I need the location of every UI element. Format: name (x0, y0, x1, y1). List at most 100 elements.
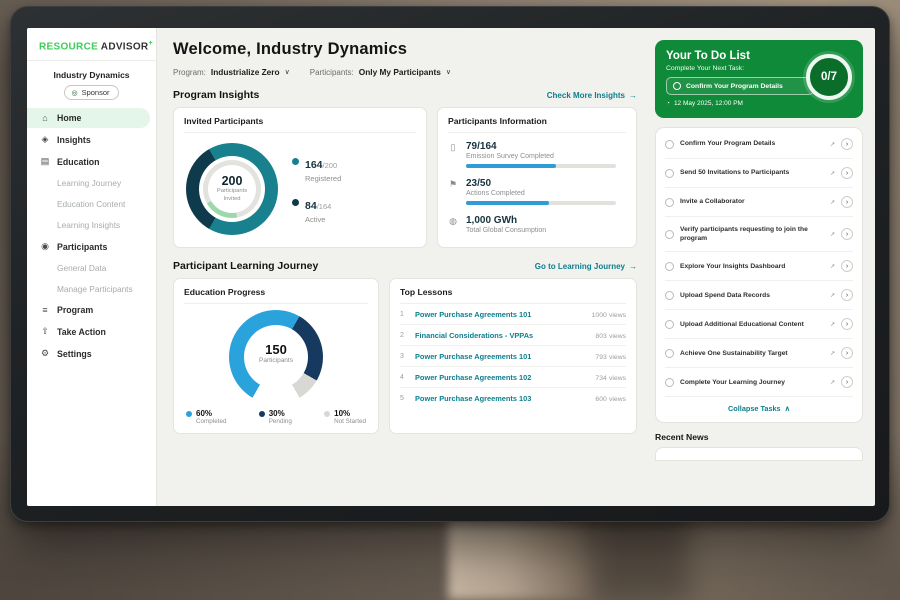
actions-icon: ⚑ (448, 179, 458, 189)
external-link-icon: ↗ (829, 321, 835, 328)
checkbox-icon[interactable] (665, 290, 674, 300)
stat-value: 79/164 (466, 141, 497, 152)
checkbox-icon[interactable] (665, 168, 674, 178)
stat-label: Actions Completed (466, 190, 525, 197)
sidebar-item-take-action[interactable]: ⇧ Take Action (27, 321, 150, 342)
program-insights-header: Program Insights Check More Insights → (173, 89, 637, 101)
task-row[interactable]: Complete Your Learning Journey ↗ › (665, 368, 853, 398)
sidebar-item-home[interactable]: ⌂ Home (27, 108, 150, 129)
chevron-right-icon[interactable]: › (841, 260, 853, 273)
checkbox-icon[interactable] (665, 348, 674, 358)
lesson-views: 600 (595, 395, 607, 403)
sidebar-item-manage-participants[interactable]: Manage Participants (27, 279, 150, 299)
program-icon: ≡ (42, 305, 48, 316)
sidebar-item-label: Take Action (57, 326, 106, 337)
chevron-right-icon[interactable]: › (841, 138, 853, 150)
sidebar-item-label: Home (57, 113, 82, 124)
task-row[interactable]: Verify participants requesting to join t… (665, 217, 853, 253)
check-more-insights-link[interactable]: Check More Insights → (547, 91, 637, 100)
insights-icon: ◈ (41, 134, 49, 145)
checkbox-icon[interactable] (665, 261, 674, 271)
monitor-stand (448, 512, 598, 600)
lesson-title: Power Purchase Agreements 102 (415, 372, 532, 382)
app-logo[interactable]: RESOURCE ADVISOR+ (27, 38, 156, 62)
chevron-right-icon[interactable]: › (841, 347, 853, 360)
legend-dot-blue (186, 411, 192, 417)
card-title: Top Lessons (400, 287, 626, 304)
lesson-title: Power Purchase Agreements 101 (415, 309, 532, 319)
sidebar-item-learning-insights[interactable]: Learning Insights (27, 215, 150, 235)
next-task-due: ◔ 12 May 2025, 12:00 PM (666, 100, 852, 107)
program-label: Program: (173, 67, 206, 77)
lesson-row[interactable]: 5 Power Purchase Agreements 103 600 view… (400, 388, 626, 408)
legend-value: 84 (305, 199, 317, 212)
dashboard-screen: RESOURCE ADVISOR+ Industry Dynamics ◎ Sp… (27, 28, 875, 506)
lesson-views-label: views (609, 395, 626, 403)
lesson-row[interactable]: 1 Power Purchase Agreements 101 1000 vie… (400, 304, 626, 325)
todo-subtitle: Complete Your Next Task: (666, 65, 745, 72)
legend-label: Pending (268, 418, 292, 425)
lesson-row[interactable]: 4 Power Purchase Agreements 102 734 view… (400, 367, 626, 388)
checkbox-icon[interactable] (665, 197, 674, 207)
sidebar-item-education-content[interactable]: Education Content (27, 194, 150, 214)
chevron-right-icon[interactable]: › (841, 196, 853, 208)
sidebar-item-education[interactable]: ▤ Education (27, 151, 150, 172)
chevron-right-icon[interactable]: › (841, 228, 853, 241)
checkbox-icon[interactable] (673, 82, 681, 90)
sponsor-badge[interactable]: ◎ Sponsor (64, 85, 119, 101)
task-row[interactable]: Upload Spend Data Records ↗ › (665, 281, 853, 311)
legend-dot-navy (292, 198, 299, 206)
insights-cards: Invited Participants 200 Participants In… (173, 107, 637, 248)
link-label: Check More Insights (546, 90, 625, 100)
lesson-rank: 5 (400, 394, 404, 402)
lesson-title: Financial Considerations - VPPAs (415, 330, 534, 340)
chevron-down-icon: ∨ (284, 69, 290, 76)
next-task-chip[interactable]: Confirm Your Program Details (666, 77, 814, 95)
lesson-views-label: views (609, 353, 626, 361)
lesson-row[interactable]: 2 Financial Considerations - VPPAs 803 v… (400, 325, 626, 346)
checkbox-icon[interactable] (665, 319, 674, 329)
program-dropdown[interactable]: Program: Industrialize Zero ∨ (173, 67, 290, 77)
sidebar-item-general-data[interactable]: General Data (27, 258, 150, 278)
sidebar-item-program[interactable]: ≡ Program (27, 300, 150, 320)
progress-fill (466, 164, 556, 168)
chevron-right-icon[interactable]: › (841, 376, 853, 389)
invited-participants-card: Invited Participants 200 Participants In… (173, 107, 427, 248)
lesson-row[interactable]: 3 Power Purchase Agreements 101 793 view… (400, 346, 626, 367)
section-title: Program Insights (173, 89, 260, 101)
chevron-right-icon[interactable]: › (841, 318, 853, 331)
legend-completed: 60% Completed (186, 409, 226, 425)
checkbox-icon[interactable] (665, 377, 674, 387)
chevron-right-icon[interactable]: › (841, 289, 853, 302)
chevron-right-icon[interactable]: › (841, 167, 853, 179)
task-label: Confirm Your Program Details (680, 140, 776, 148)
task-row[interactable]: Explore Your Insights Dashboard ↗ › (665, 252, 853, 282)
sidebar-item-settings[interactable]: ⚙ Settings (27, 343, 150, 364)
sidebar-item-label: Education Content (57, 199, 126, 210)
go-to-learning-journey-link[interactable]: Go to Learning Journey → (535, 262, 637, 271)
task-row[interactable]: Upload Additional Educational Content ↗ … (665, 310, 853, 340)
sidebar-item-participants[interactable]: ◉ Participants (27, 236, 150, 257)
task-row[interactable]: Send 50 Invitations to Participants ↗ › (665, 159, 853, 188)
next-task-label: Confirm Your Program Details (686, 82, 783, 90)
legend-of: /200 (322, 160, 338, 170)
participants-icon: ◉ (41, 241, 49, 252)
checkbox-icon[interactable] (665, 229, 674, 239)
collapse-tasks-link[interactable]: Collapse Tasks ∧ (665, 397, 853, 420)
checkbox-icon[interactable] (665, 139, 674, 149)
task-row[interactable]: Achieve One Sustainability Target ↗ › (665, 339, 853, 369)
task-row[interactable]: Invite a Collaborator ↗ › (665, 188, 853, 217)
todo-summary-card: Your To Do List Complete Your Next Task:… (655, 40, 863, 118)
lesson-title: Power Purchase Agreements 103 (415, 393, 532, 403)
todo-title: Your To Do List (666, 50, 750, 62)
sidebar-item-insights[interactable]: ◈ Insights (27, 129, 150, 150)
sidebar-item-label: Learning Journey (57, 178, 122, 189)
monitor-stand-shadow (598, 508, 688, 600)
sidebar-item-learning-journey[interactable]: Learning Journey (27, 173, 150, 193)
lesson-views: 793 (595, 353, 607, 361)
sidebar-item-label: Participants (57, 241, 108, 252)
stat-value: 1,000 GWh (466, 215, 518, 226)
recent-news-title: Recent News (655, 432, 709, 443)
task-row[interactable]: Confirm Your Program Details ↗ › (665, 130, 853, 159)
participants-dropdown[interactable]: Participants: Only My Participants ∨ (310, 67, 451, 77)
